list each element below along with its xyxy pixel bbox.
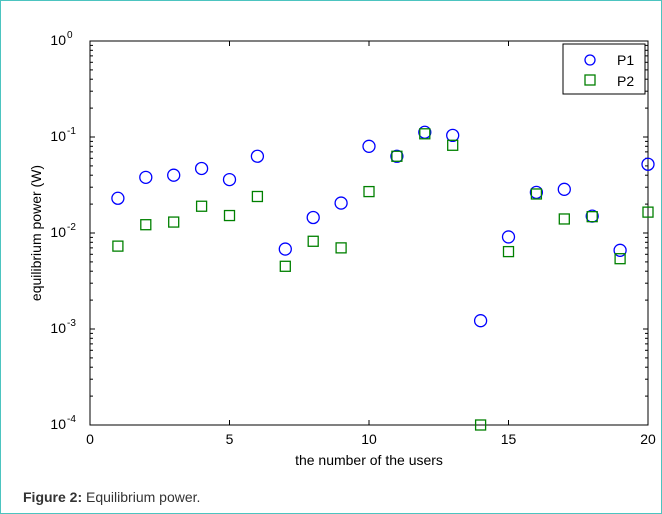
x-axis-label: the number of the users [295,452,443,468]
data-point-p2 [530,188,543,200]
x-tick-label: 15 [501,431,517,447]
y-tick-label: 10 [50,416,66,432]
legend-p1-label: P1 [617,52,634,68]
x-tick-label: 0 [86,431,94,447]
legend-p2-marker [584,74,596,86]
data-point-p1 [641,157,655,171]
data-point-p2 [614,253,626,265]
plot-area [89,40,649,426]
y-tick-label: 10 [50,224,66,240]
figure-caption: Figure 2: Equilibrium power. [23,489,200,505]
y-tick-label: 10 [50,32,66,48]
data-marks [111,125,655,431]
legend: P1 P2 [562,43,646,95]
data-point-p2 [223,209,236,222]
legend-box [562,43,646,95]
caption-label: Figure 2: [23,489,83,505]
data-point-p2 [447,139,459,151]
data-point-p1 [194,161,209,176]
data-point-p2 [168,216,180,228]
legend-p2-label: P2 [617,73,634,89]
data-point-p2 [195,200,208,212]
data-point-p2 [586,211,598,223]
data-point-p2 [335,242,347,254]
chart: 0 5 10 15 20 10 -4 10 -3 10 -2 10 -1 10 0 the number o… [28,30,656,468]
y-tick-label: 10 [50,128,66,144]
data-point-p2 [558,213,570,225]
data-point-p2 [363,185,375,198]
data-point-p2 [474,419,487,431]
data-point-p1 [473,314,488,328]
data-point-p2 [391,150,403,162]
y-tick-exponent: 0 [67,30,73,41]
data-point-p1 [362,139,376,153]
data-point-p1 [222,172,237,187]
data-point-p1 [139,170,153,184]
y-axis-label: equilibrium power (W) [28,165,44,301]
data-point-p1 [250,149,265,163]
legend-p1-marker [584,54,596,66]
data-point-p1 [334,196,348,210]
x-tick-label: 20 [640,431,656,447]
data-point-p1 [306,210,320,225]
data-point-p1 [557,182,571,196]
caption-text: Equilibrium power. [86,489,201,505]
data-point-p2 [112,240,124,252]
y-tick-exponent: -2 [67,222,76,233]
data-point-p2 [419,128,431,140]
data-point-p2 [140,219,152,231]
data-point-p1 [501,230,516,244]
y-tick-exponent: -1 [67,126,76,137]
data-point-p1 [613,243,627,257]
x-tick-label: 5 [226,431,234,447]
y-tick-label: 10 [50,320,66,336]
data-point-p1 [446,128,460,143]
data-point-p2 [307,235,319,247]
data-point-p1 [278,242,292,256]
data-point-p2 [251,190,264,203]
data-point-p2 [502,245,515,258]
data-point-p1 [390,149,404,163]
x-tick-label: 10 [361,431,377,447]
y-tick-exponent: -3 [67,318,76,329]
y-tick-exponent: -4 [67,414,76,425]
data-point-p2 [279,260,291,272]
data-point-p1 [111,191,125,205]
data-point-p2 [642,206,654,218]
data-point-p1 [167,168,181,182]
